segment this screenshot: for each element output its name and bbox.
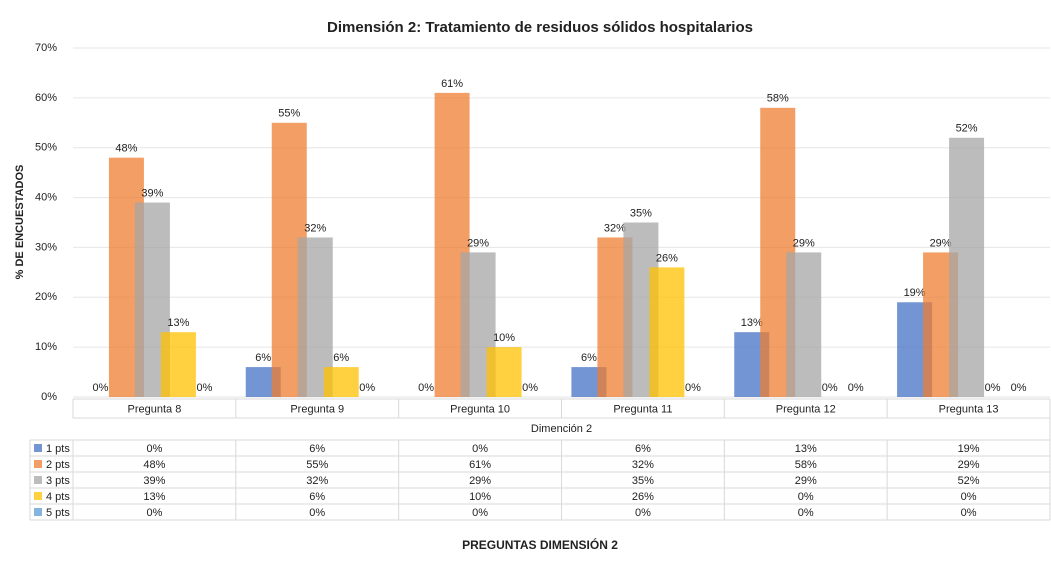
legend-swatch (34, 444, 42, 452)
table-cell: 19% (958, 443, 980, 455)
table-cell: 29% (469, 475, 491, 487)
table-cell: 0% (309, 507, 325, 519)
y-tick-label: 50% (35, 142, 57, 154)
data-label: 48% (115, 143, 137, 155)
table-cell: 35% (632, 475, 654, 487)
data-label: 32% (604, 222, 626, 234)
data-label: 0% (92, 382, 108, 394)
data-label: 58% (767, 93, 789, 105)
data-label: 32% (304, 222, 326, 234)
x-tick-label: Pregunta 13 (939, 403, 999, 415)
legend-label: 2 pts (46, 459, 70, 471)
y-tick-label: 30% (35, 241, 57, 253)
x-tick-label: Pregunta 8 (128, 403, 182, 415)
bar (649, 267, 685, 397)
data-label: 29% (793, 237, 815, 249)
legend-label: 4 pts (46, 491, 70, 503)
table-cell: 13% (795, 443, 817, 455)
data-label: 39% (141, 187, 163, 199)
legend-swatch (34, 492, 42, 500)
y-tick-label: 0% (41, 391, 57, 403)
bar (160, 332, 196, 397)
bar (786, 252, 822, 397)
table-cell: 0% (798, 507, 814, 519)
data-label: 6% (581, 352, 597, 364)
bar (323, 367, 359, 397)
table-cell: 39% (143, 475, 165, 487)
data-label: 13% (741, 317, 763, 329)
y-tick-label: 40% (35, 191, 57, 203)
x-axis-label: PREGUNTAS DIMENSIÓN 2 (462, 537, 618, 552)
data-label: 0% (985, 382, 1001, 394)
bar (949, 137, 985, 397)
data-label: 61% (441, 78, 463, 90)
data-label: 0% (418, 382, 434, 394)
table-cell: 61% (469, 459, 491, 471)
data-label: 0% (685, 382, 701, 394)
data-label: 19% (904, 287, 926, 299)
data-label: 0% (359, 382, 375, 394)
data-label: 13% (167, 317, 189, 329)
table-cell: 6% (309, 443, 325, 455)
y-tick-label: 10% (35, 341, 57, 353)
y-tick-label: 60% (35, 92, 57, 104)
data-label: 6% (333, 352, 349, 364)
x-tick-label: Pregunta 11 (613, 403, 672, 415)
table-cell: 29% (795, 475, 817, 487)
data-label: 0% (822, 382, 838, 394)
table-cell: 29% (958, 459, 980, 471)
bar (486, 347, 522, 397)
data-label: 0% (196, 382, 212, 394)
legend-label: 1 pts (46, 443, 70, 455)
table-cell: 0% (472, 507, 488, 519)
legend-swatch (34, 508, 42, 516)
y-tick-label: 70% (35, 42, 57, 54)
table-cell: 55% (306, 459, 328, 471)
subtitle: Dimención 2 (531, 423, 592, 435)
table-cell: 0% (961, 507, 977, 519)
table-cell: 32% (632, 459, 654, 471)
table-cell: 0% (146, 443, 162, 455)
y-axis-label: % DE ENCUESTADOS (14, 165, 26, 280)
data-label: 29% (930, 237, 952, 249)
data-label: 0% (848, 382, 864, 394)
legend-swatch (34, 476, 42, 484)
table-cell: 13% (143, 491, 165, 503)
y-tick-label: 20% (35, 291, 57, 303)
table-cell: 52% (958, 475, 980, 487)
chart-title: Dimensión 2: Tratamiento de residuos sól… (327, 19, 753, 36)
table-cell: 0% (472, 443, 488, 455)
legend-label: 3 pts (46, 475, 70, 487)
data-label: 55% (278, 108, 300, 120)
table-cell: 10% (469, 491, 491, 503)
table-cell: 0% (635, 507, 651, 519)
data-label: 29% (467, 237, 489, 249)
legend-label: 5 pts (46, 507, 70, 519)
x-tick-label: Pregunta 12 (776, 403, 836, 415)
x-tick-label: Pregunta 10 (450, 403, 510, 415)
table-cell: 0% (146, 507, 162, 519)
table-cell: 6% (309, 491, 325, 503)
table-cell: 58% (795, 459, 817, 471)
table-cell: 48% (143, 459, 165, 471)
data-label: 6% (255, 352, 271, 364)
table-cell: 26% (632, 491, 654, 503)
table-cell: 32% (306, 475, 328, 487)
table-cell: 0% (961, 491, 977, 503)
x-tick-label: Pregunta 9 (290, 403, 344, 415)
data-label: 35% (630, 207, 652, 219)
table-cell: 6% (635, 443, 651, 455)
data-label: 10% (493, 332, 515, 344)
data-label: 26% (656, 252, 678, 264)
data-label: 0% (1011, 382, 1027, 394)
table-cell: 0% (798, 491, 814, 503)
data-label: 0% (522, 382, 538, 394)
legend-swatch (34, 460, 42, 468)
data-label: 52% (956, 123, 978, 135)
